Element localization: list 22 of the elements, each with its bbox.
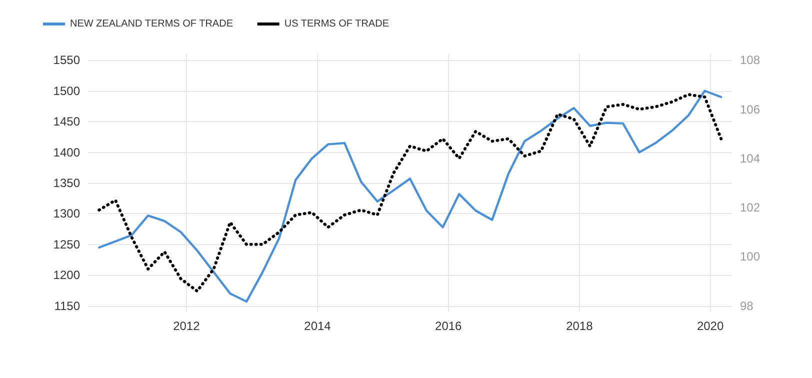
y2-tick-label: 102	[740, 200, 760, 215]
legend-label: NEW ZEALAND TERMS OF TRADE	[70, 18, 234, 30]
x-tick-label: 2012	[173, 319, 200, 333]
x-tick-label: 2016	[435, 319, 462, 333]
y-tick-label: 1550	[53, 53, 80, 68]
y-tick-label: 1500	[53, 84, 80, 98]
y2-tick-label: 104	[740, 151, 760, 166]
x-tick-label: 2018	[566, 319, 594, 333]
y2-tick-label: 100	[740, 250, 760, 264]
y-tick-label: 1450	[53, 114, 80, 129]
y2-tick-label: 98	[740, 298, 754, 313]
y2-tick-label: 106	[740, 102, 760, 116]
y-tick-label: 1250	[53, 237, 80, 252]
y2-tick-label: 108	[740, 53, 760, 68]
y-tick-label: 1300	[53, 206, 80, 221]
y-tick-label: 1400	[53, 145, 80, 160]
x-tick-label: 2020	[696, 319, 724, 333]
x-tick-label: 2014	[304, 319, 332, 333]
y-tick-label: 1200	[53, 268, 80, 282]
y-tick-label: 1350	[53, 176, 80, 190]
y-tick-label: 1150	[54, 298, 80, 313]
legend-label: US TERMS OF TRADE	[284, 18, 390, 30]
